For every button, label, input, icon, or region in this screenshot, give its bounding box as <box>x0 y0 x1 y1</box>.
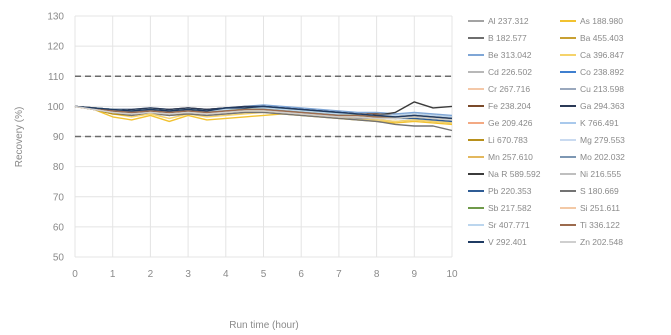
series-line <box>74 105 453 126</box>
legend-item: Al 237.312 <box>468 16 529 26</box>
legend-item: Fe 238.204 <box>468 101 531 111</box>
legend-item: B 182.577 <box>468 33 527 43</box>
y-tick-label: 60 <box>53 222 65 233</box>
legend-label: Cd 226.502 <box>488 67 532 77</box>
y-tick-label: 120 <box>47 42 64 53</box>
legend-item: Cu 213.598 <box>560 84 624 94</box>
legend-item: Li 670.783 <box>468 135 528 145</box>
series-line <box>74 105 453 120</box>
legend-label: Al 237.312 <box>488 16 529 26</box>
legend-item: Pb 220.353 <box>468 186 532 196</box>
legend-label: Si 251.611 <box>580 203 620 213</box>
x-tick-labels: 0 1 2 3 4 5 6 7 8 9 10 <box>72 269 458 280</box>
legend-item: Co 238.892 <box>560 67 624 77</box>
x-tick-label: 7 <box>336 269 342 280</box>
legend-label: K 766.491 <box>580 118 619 128</box>
x-tick-label: 5 <box>261 269 267 280</box>
legend-item: S 180.669 <box>560 186 619 196</box>
y-tick-labels: 50 60 70 80 90 100 110 120 130 <box>47 12 64 264</box>
x-tick-label: 0 <box>72 269 78 280</box>
legend-label: V 292.401 <box>488 237 527 247</box>
legend-label: Mo 202.032 <box>580 152 625 162</box>
legend-item: Sr 407.771 <box>468 220 530 230</box>
legend-label: Ca 396.847 <box>580 50 624 60</box>
legend-item: V 292.401 <box>468 237 527 247</box>
legend-item: Na R 589.592 <box>468 169 541 179</box>
legend-item: Zn 202.548 <box>560 237 623 247</box>
legend-item: Cr 267.716 <box>468 84 530 94</box>
legend-label: Cu 213.598 <box>580 84 624 94</box>
legend-item: As 188.980 <box>560 16 623 26</box>
legend-label: Sr 407.771 <box>488 220 530 230</box>
x-tick-label: 1 <box>110 269 116 280</box>
legend-item: Ga 294.363 <box>560 101 625 111</box>
legend-label: Zn 202.548 <box>580 237 623 247</box>
series-lines <box>74 101 453 132</box>
x-tick-label: 9 <box>412 269 418 280</box>
legend-label: Ti 336.122 <box>580 220 620 230</box>
legend-item: Mn 257.610 <box>468 152 533 162</box>
legend-label: Ge 209.426 <box>488 118 533 128</box>
legend-label: Ba 455.403 <box>580 33 624 43</box>
legend-label: Mg 279.553 <box>580 135 625 145</box>
legend-label: Li 670.783 <box>488 135 528 145</box>
legend-item: Ni 216.555 <box>560 169 621 179</box>
legend-item: Mg 279.553 <box>560 135 625 145</box>
legend: Al 237.312 As 188.980 B 182.577 Ba 455.403 B… <box>468 16 625 247</box>
x-tick-label: 6 <box>298 269 304 280</box>
limit-lines <box>75 75 452 138</box>
y-tick-label: 130 <box>47 12 64 23</box>
legend-item: Ba 455.403 <box>560 33 624 43</box>
x-tick-label: 4 <box>223 269 229 280</box>
legend-label: Sb 217.582 <box>488 203 532 213</box>
x-tick-label: 8 <box>374 269 380 280</box>
legend-item: Si 251.611 <box>560 203 620 213</box>
y-tick-label: 80 <box>53 162 65 173</box>
series-line <box>74 105 453 132</box>
x-tick-label: 3 <box>185 269 191 280</box>
legend-label: Be 313.042 <box>488 50 532 60</box>
legend-item: Ti 336.122 <box>560 220 620 230</box>
legend-item: K 766.491 <box>560 118 619 128</box>
legend-label: Mn 257.610 <box>488 152 533 162</box>
legend-label: Pb 220.353 <box>488 186 532 196</box>
y-tick-label: 110 <box>48 72 64 83</box>
legend-label: As 188.980 <box>580 16 623 26</box>
legend-label: Na R 589.592 <box>488 169 541 179</box>
legend-item: Sb 217.582 <box>468 203 532 213</box>
legend-item: Ca 396.847 <box>560 50 624 60</box>
legend-label: Fe 238.204 <box>488 101 531 111</box>
legend-item: Cd 226.502 <box>468 67 532 77</box>
legend-label: Cr 267.716 <box>488 84 530 94</box>
y-axis-label: Recovery (%) <box>14 107 25 168</box>
legend-label: Co 238.892 <box>580 67 624 77</box>
legend-item: Ge 209.426 <box>468 118 533 128</box>
x-tick-label: 10 <box>446 269 458 280</box>
y-tick-label: 90 <box>53 132 65 143</box>
x-tick-label: 2 <box>148 269 154 280</box>
legend-label: B 182.577 <box>488 33 527 43</box>
legend-label: S 180.669 <box>580 186 619 196</box>
series-line <box>74 105 453 121</box>
legend-item: Mo 202.032 <box>560 152 625 162</box>
legend-label: Ga 294.363 <box>580 101 625 111</box>
y-tick-label: 70 <box>53 192 65 203</box>
legend-item: Be 313.042 <box>468 50 532 60</box>
y-tick-label: 50 <box>53 253 65 264</box>
x-axis-label: Run time (hour) <box>229 320 298 331</box>
y-tick-label: 100 <box>47 102 64 113</box>
legend-label: Ni 216.555 <box>580 169 621 179</box>
